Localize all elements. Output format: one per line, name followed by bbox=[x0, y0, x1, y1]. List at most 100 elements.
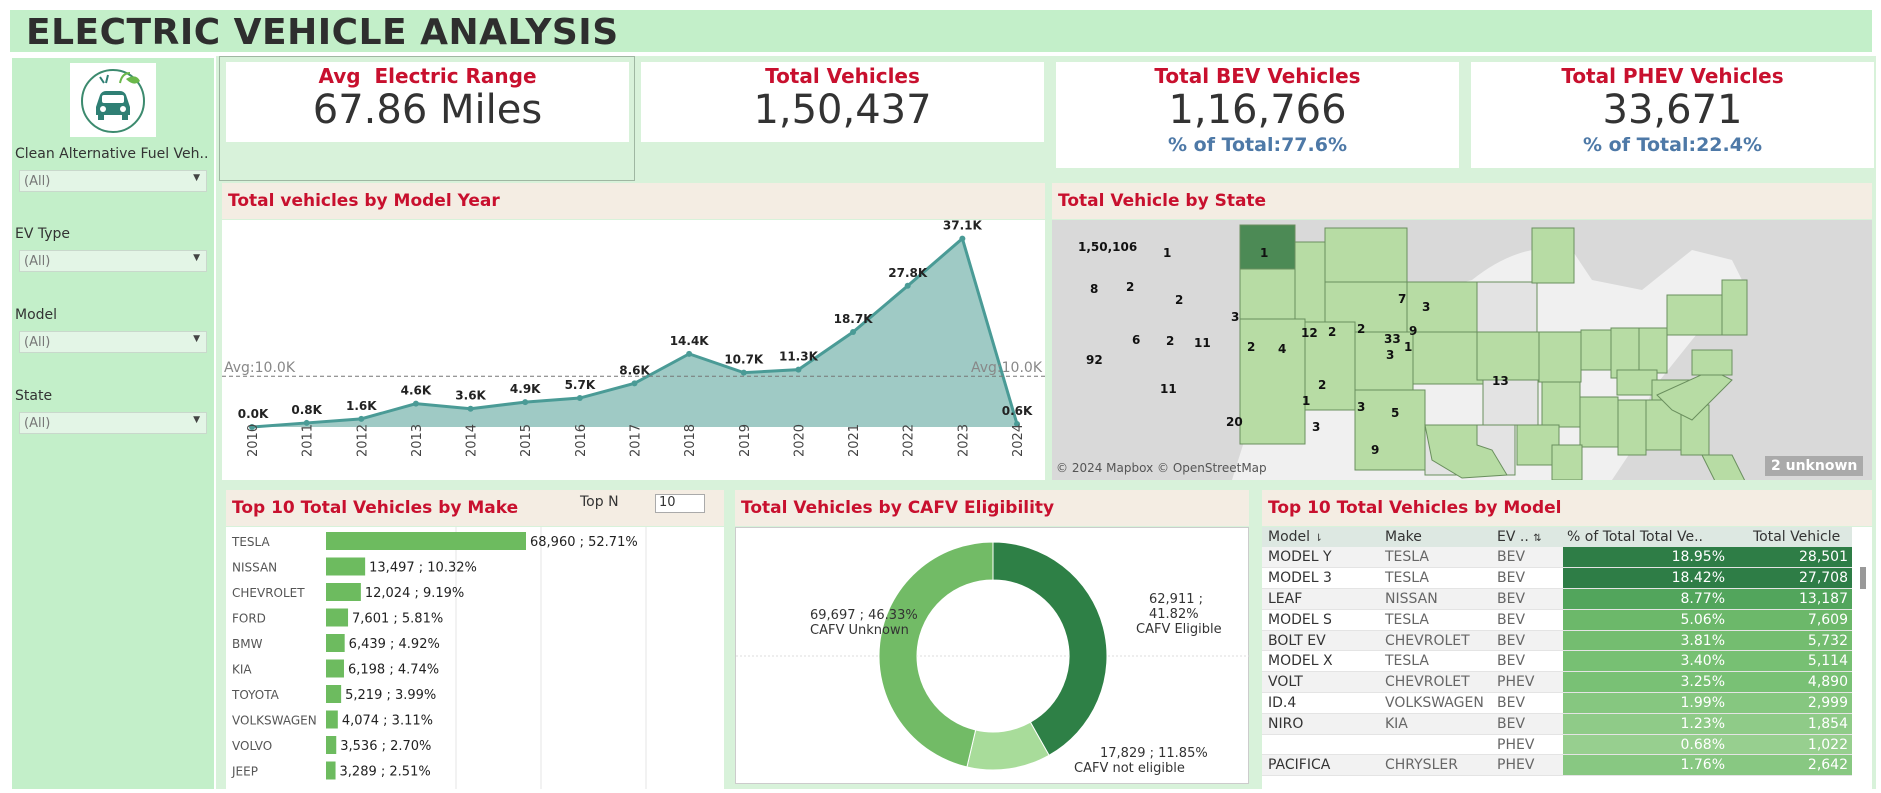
year-point bbox=[850, 329, 857, 336]
area-fill bbox=[252, 238, 1017, 427]
make-data-label: 6,198 ; 4.74% bbox=[348, 663, 439, 678]
make-category-label: BMW bbox=[232, 637, 263, 651]
make-data-label: 7,601 ; 5.81% bbox=[352, 612, 443, 627]
make-bar-chart[interactable]: TESLA 68,960 ; 52.71% NISSAN 13,497 ; 10.32… bbox=[226, 527, 724, 789]
chevron-down-icon: ▼ bbox=[193, 173, 200, 183]
state-count-label: 3 bbox=[1422, 300, 1431, 314]
filter-select-fuel[interactable]: (All) ▼ bbox=[19, 170, 207, 192]
topn-label: Top N bbox=[580, 494, 619, 510]
cafv-unknown-name: CAFV Unknown bbox=[810, 623, 909, 638]
filter-label-ev-type: EV Type bbox=[15, 226, 71, 242]
kpi-percent: % of Total:77.6% bbox=[1167, 134, 1347, 156]
col-model[interactable]: Model ⇂ bbox=[1262, 527, 1384, 547]
kpi-label: Total BEV Vehicles bbox=[1154, 64, 1361, 88]
chevron-down-icon: ▼ bbox=[193, 415, 200, 425]
filter-select-state[interactable]: (All) ▼ bbox=[19, 412, 207, 434]
cell-pct: 18.95% bbox=[1563, 547, 1733, 568]
year-tick-label: 2021 bbox=[847, 424, 862, 457]
donut-slice bbox=[878, 541, 994, 768]
state-map-panel[interactable]: © 2024 Mapbox © OpenStreetMap 2 unknown … bbox=[1052, 220, 1872, 496]
year-data-label: 18.7K bbox=[834, 312, 874, 326]
cell-model: MODEL 3 bbox=[1268, 570, 1332, 587]
state-count-label: 4 bbox=[1278, 342, 1287, 356]
state-count-label: 9 bbox=[1371, 443, 1380, 457]
cell-pct: 3.81% bbox=[1563, 630, 1733, 651]
state-count-label: 2 bbox=[1357, 322, 1366, 336]
year-data-label: 0.8K bbox=[291, 403, 322, 417]
cell-total: 1,022 bbox=[1733, 734, 1852, 755]
us-state-map[interactable] bbox=[1052, 220, 1872, 496]
year-tick-label: 2016 bbox=[574, 424, 589, 457]
state-count-label: 8 bbox=[1090, 282, 1099, 296]
cell-total: 4,890 bbox=[1733, 671, 1852, 693]
make-data-label: 13,497 ; 10.32% bbox=[369, 561, 477, 576]
scrollbar-thumb[interactable] bbox=[1860, 567, 1866, 589]
year-point bbox=[576, 395, 583, 402]
make-category-label: KIA bbox=[232, 663, 252, 677]
table-row[interactable]: MODEL S TESLA BEV 5.06% 7,609 bbox=[1262, 609, 1852, 631]
kpi-avg-range[interactable]: Avg Electric Range 67.86 Miles bbox=[226, 62, 629, 142]
cell-total: 5,732 bbox=[1733, 630, 1852, 651]
cell-ev-type: BEV bbox=[1497, 611, 1526, 628]
year-tick-label: 2023 bbox=[956, 424, 971, 457]
cell-ev-type: BEV bbox=[1497, 570, 1526, 587]
cafv-label-unknown: 69,697 ; 46.33% CAFV Unknown bbox=[810, 608, 918, 638]
col-model-label: Model bbox=[1268, 529, 1311, 545]
make-category-label: TOYOTA bbox=[231, 688, 280, 702]
year-point bbox=[631, 380, 638, 387]
kpi-total-phev[interactable]: Total PHEV Vehicles 33,671 % of Total:22… bbox=[1471, 62, 1874, 168]
cafv-not-eligible-value: 17,829 ; 11.85% bbox=[1100, 746, 1208, 761]
topn-input[interactable]: 10 bbox=[655, 494, 705, 513]
make-category-label: VOLVO bbox=[232, 739, 272, 753]
table-row[interactable]: BOLT EV CHEVROLET BEV 3.81% 5,732 bbox=[1262, 630, 1852, 651]
state-count-label: 20 bbox=[1226, 415, 1243, 429]
unknown-badge[interactable]: 2 unknown bbox=[1765, 456, 1864, 476]
state-map-header: Total Vehicle by State bbox=[1052, 183, 1872, 219]
make-bar bbox=[326, 685, 342, 703]
table-row[interactable]: PHEV 0.68% 1,022 bbox=[1262, 734, 1852, 755]
filter-select-ev-type[interactable]: (All) ▼ bbox=[19, 250, 207, 272]
filter-label-state: State bbox=[15, 388, 53, 404]
make-bar bbox=[326, 557, 366, 576]
table-row[interactable]: PACIFICA CHRYSLER PHEV 1.76% 2,642 bbox=[1262, 754, 1852, 776]
cafv-eligible-value: 62,911 ; 41.82% bbox=[1149, 592, 1203, 622]
col-pct[interactable]: % of Total Total Ve.. bbox=[1567, 529, 1703, 545]
col-ev-type[interactable]: EV .. ⇅ bbox=[1496, 527, 1563, 547]
col-total[interactable]: Total Vehicle bbox=[1753, 529, 1841, 545]
col-make[interactable]: Make bbox=[1385, 529, 1422, 545]
state-count-label: 2 bbox=[1166, 334, 1175, 348]
cell-model: BOLT EV bbox=[1268, 632, 1326, 649]
make-data-label: 12,024 ; 9.19% bbox=[365, 586, 464, 601]
make-category-label: VOLKSWAGEN bbox=[232, 714, 317, 728]
year-data-label: 27.8K bbox=[888, 266, 928, 280]
cell-make: TESLA bbox=[1385, 549, 1429, 566]
state-count-label: 1,50,106 bbox=[1078, 240, 1138, 254]
make-data-label: 68,960 ; 52.71% bbox=[530, 535, 638, 550]
make-bar-title: Top 10 Total Vehicles by Make bbox=[232, 498, 519, 518]
table-row[interactable]: NIRO KIA BEV 1.23% 1,854 bbox=[1262, 713, 1852, 735]
table-row[interactable]: LEAF NISSAN BEV 8.77% 13,187 bbox=[1262, 588, 1852, 610]
make-data-label: 3,289 ; 2.51% bbox=[340, 765, 431, 780]
sort-icon[interactable]: ⇅ bbox=[1533, 533, 1542, 544]
cell-model: MODEL S bbox=[1268, 611, 1332, 628]
cell-pct: 3.40% bbox=[1563, 650, 1733, 672]
table-row[interactable]: ID.4 VOLKSWAGEN BEV 1.99% 2,999 bbox=[1262, 692, 1852, 714]
table-row[interactable]: VOLT CHEVROLET PHEV 3.25% 4,890 bbox=[1262, 671, 1852, 693]
sort-icon[interactable]: ⇂ bbox=[1314, 533, 1323, 544]
year-point bbox=[249, 424, 255, 430]
cafv-donut-chart[interactable] bbox=[736, 528, 1250, 785]
table-row[interactable]: MODEL 3 TESLA BEV 18.42% 27,708 bbox=[1262, 567, 1852, 589]
dashboard-title: ELECTRIC VEHICLE ANALYSIS bbox=[26, 12, 619, 53]
make-category-label: JEEP bbox=[231, 765, 258, 779]
cell-make: TESLA bbox=[1385, 570, 1429, 587]
state-count-label: 92 bbox=[1086, 353, 1103, 367]
table-row[interactable]: MODEL X TESLA BEV 3.40% 5,114 bbox=[1262, 650, 1852, 672]
kpi-total-bev[interactable]: Total BEV Vehicles 1,16,766 % of Total:7… bbox=[1056, 62, 1459, 168]
make-bar bbox=[326, 736, 337, 754]
table-row[interactable]: MODEL Y TESLA BEV 18.95% 28,501 bbox=[1262, 547, 1852, 568]
model-year-area-chart[interactable]: Avg:10.0K Avg:10.0K 0.0K 2010 0.8K 2011 1.6K 20… bbox=[222, 219, 1045, 480]
cell-make: CHEVROLET bbox=[1385, 632, 1470, 649]
filter-select-model[interactable]: (All) ▼ bbox=[19, 331, 207, 353]
kpi-total-vehicles[interactable]: Total Vehicles 1,50,437 bbox=[641, 62, 1044, 142]
year-point bbox=[795, 366, 802, 373]
